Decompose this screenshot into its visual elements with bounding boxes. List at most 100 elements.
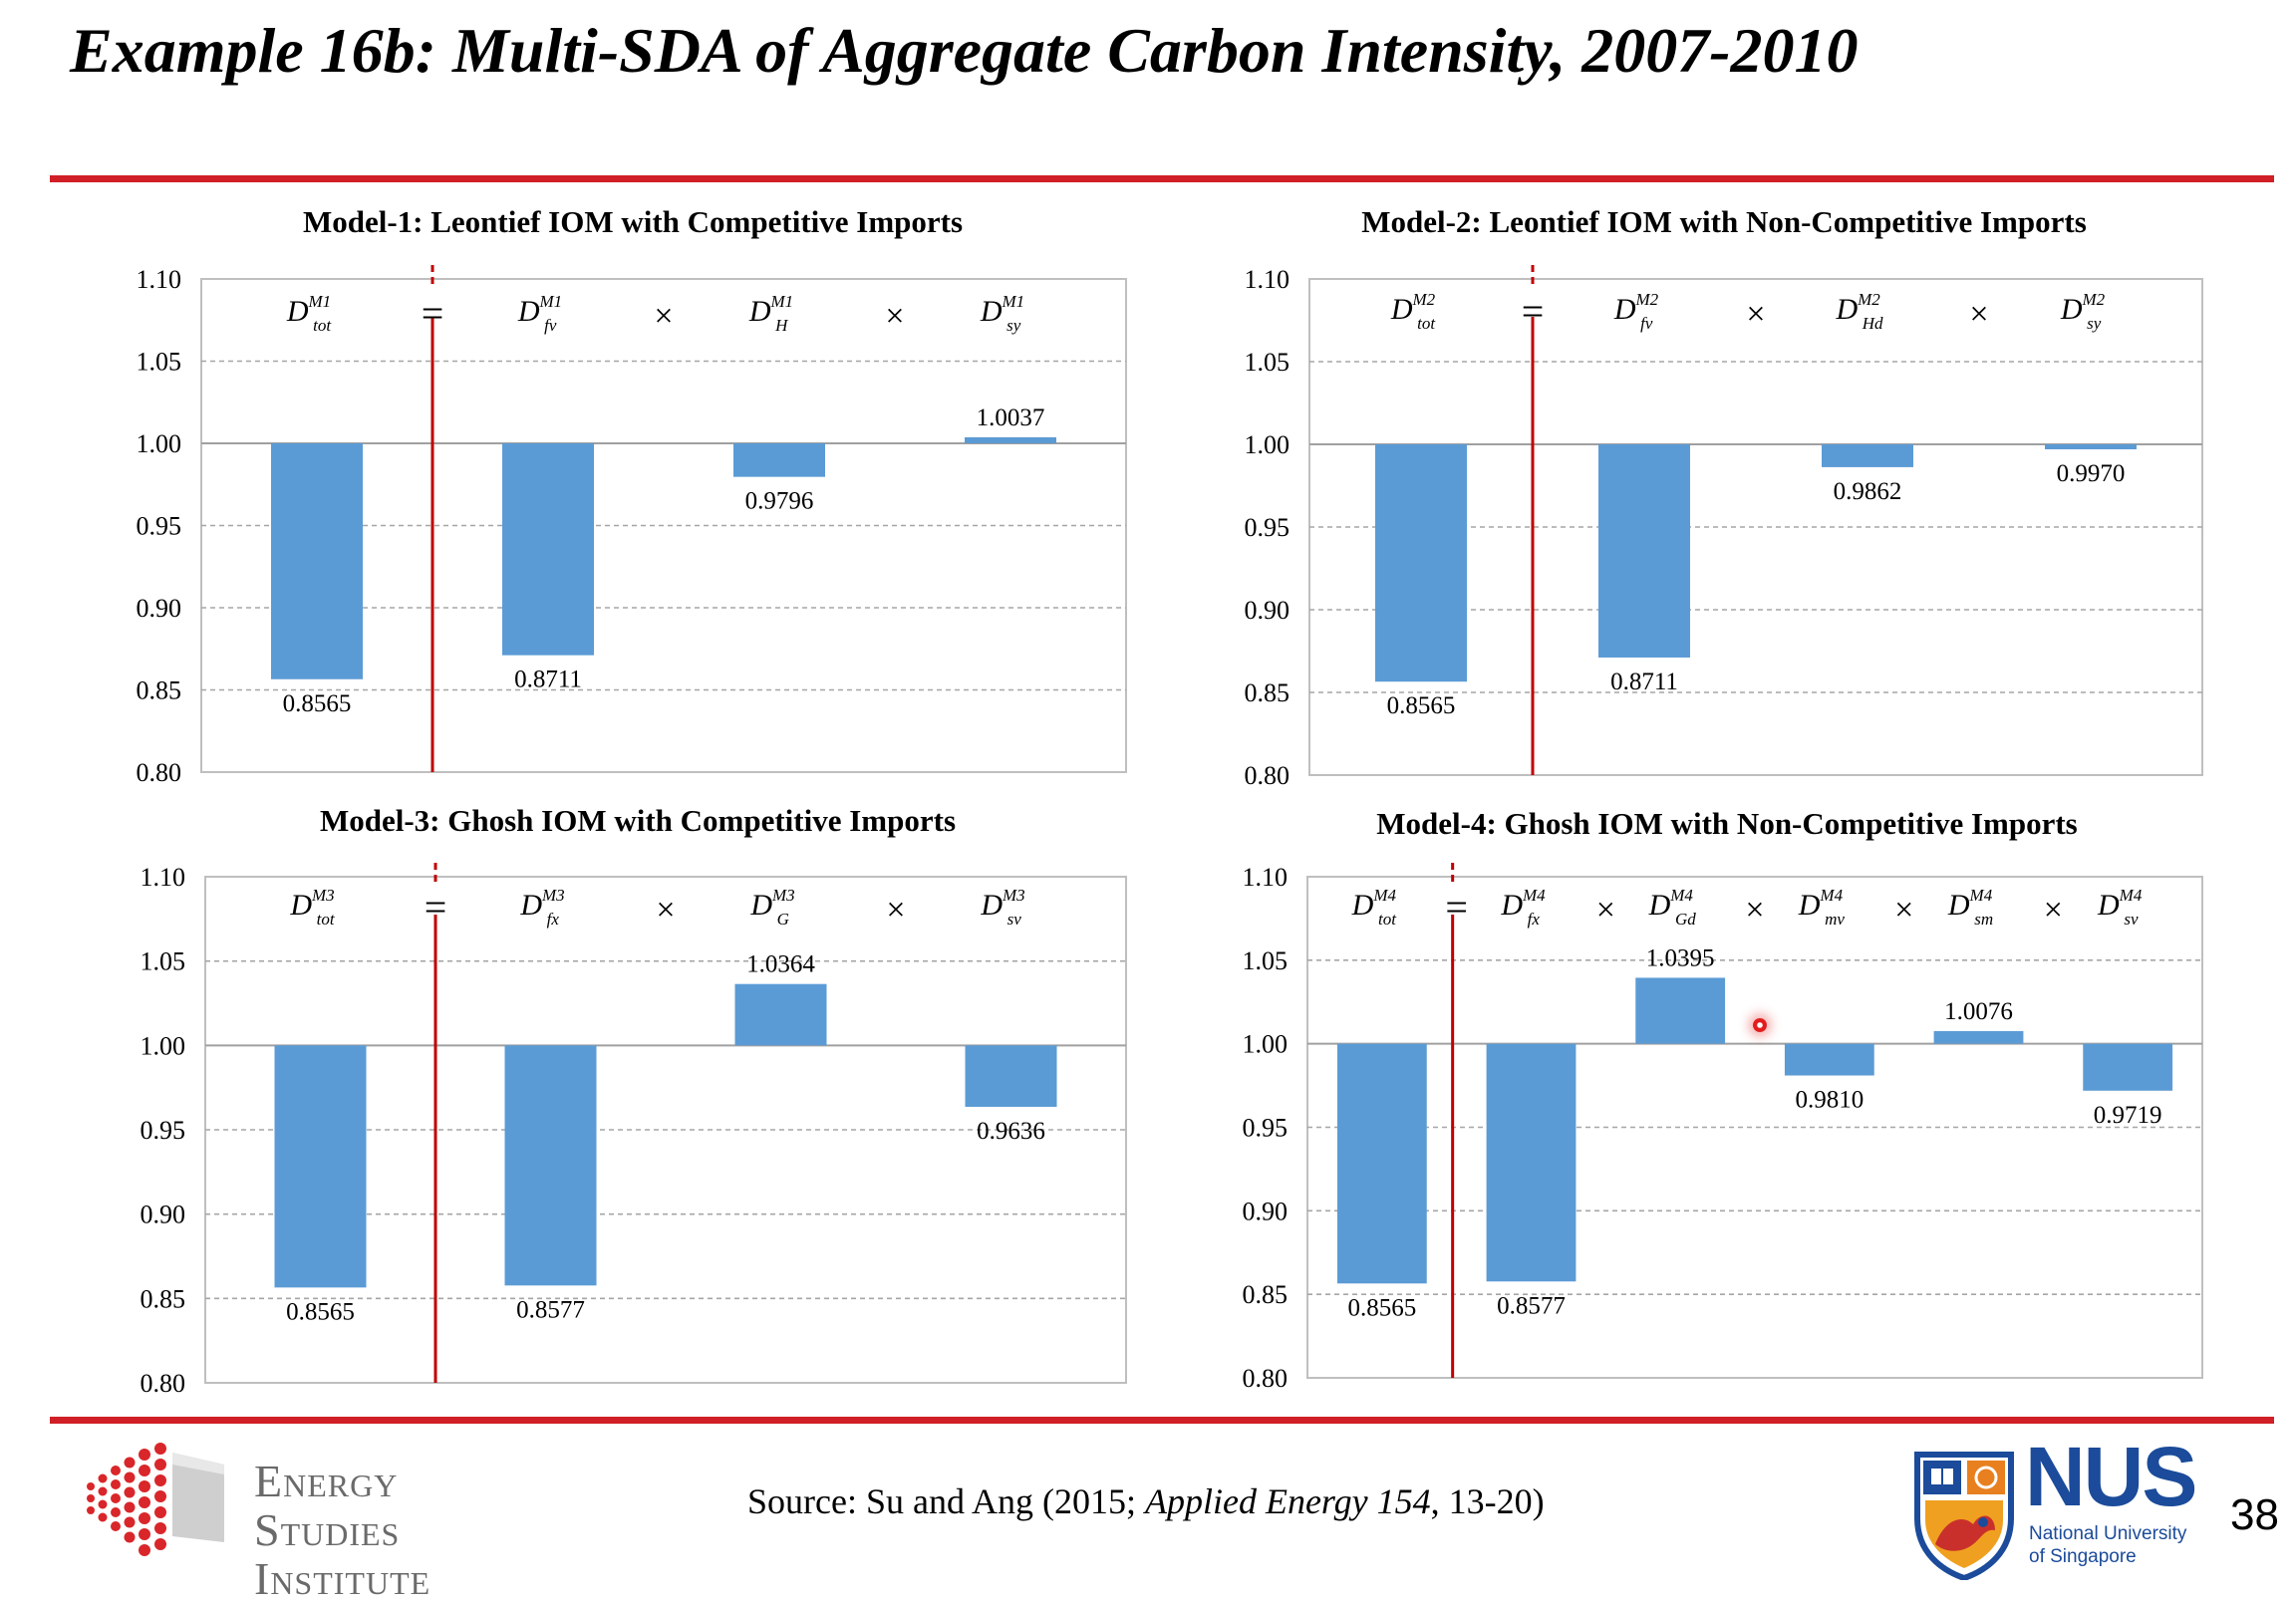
chart-2-title: Model-2: Leontief IOM with Non-Competiti…: [1361, 204, 2087, 239]
esi-line-3: Institute: [254, 1553, 431, 1604]
y-tick-label: 1.05: [137, 348, 182, 377]
y-tick-label: 1.05: [1245, 348, 1291, 377]
y-tick-label: 0.90: [1245, 596, 1291, 625]
nus-sub-line-1: National University: [2029, 1523, 2187, 1544]
y-tick-label: 1.10: [1243, 863, 1289, 892]
times-operator: ×: [1894, 892, 1913, 929]
y-tick-label: 1.10: [137, 265, 182, 294]
esi-line-1: Energy: [254, 1456, 399, 1506]
y-tick-label: 1.00: [1245, 430, 1291, 459]
data-label: 0.8711: [1610, 668, 1678, 695]
bar: [271, 443, 363, 679]
y-tick-label: 0.95: [1245, 513, 1291, 542]
equals-operator: =: [425, 885, 447, 930]
y-tick-label: 0.85: [141, 1284, 186, 1313]
category-symbol: DM1 H: [748, 292, 793, 335]
times-operator: ×: [2044, 892, 2063, 929]
times-operator: ×: [654, 298, 673, 335]
nus-sub-line-2: of Singapore: [2029, 1546, 2137, 1567]
bar: [965, 1045, 1057, 1107]
y-tick-label: 1.00: [1243, 1030, 1289, 1059]
times-operator: ×: [1746, 296, 1765, 333]
y-tick-label: 0.80: [1245, 761, 1291, 790]
data-label: 1.0395: [1646, 944, 1715, 971]
source-suffix: , 13-20): [1430, 1481, 1545, 1521]
category-symbol: DM4 tot: [1351, 886, 1398, 929]
y-tick-label: 0.90: [1243, 1197, 1289, 1225]
equals-operator: =: [1522, 289, 1545, 334]
category-symbol: DM4 fx: [1500, 886, 1546, 929]
category-symbol: DM4 sv: [2097, 886, 2143, 929]
bar: [504, 1045, 597, 1286]
data-label: 0.8577: [1497, 1292, 1566, 1319]
chart-model-2: 1.10 1.05 1.00 0.95 0.90 0.85 0.80 0.8565 DM2 tot…: [1245, 265, 2203, 790]
bar: [1933, 1030, 2024, 1044]
times-operator: ×: [885, 298, 904, 335]
times-operator: ×: [886, 892, 905, 929]
data-label: 1.0364: [746, 951, 815, 978]
nus-crest-icon: [1914, 1452, 2014, 1580]
slide-title: Example 16b: Multi-SDA of Aggregate Carb…: [70, 15, 1859, 86]
bar: [1784, 1043, 1874, 1076]
category-symbol: DM4 Gd: [1648, 886, 1697, 929]
category-symbol: DM3 fx: [519, 886, 564, 929]
bar: [733, 443, 825, 477]
page-number: 38: [2230, 1490, 2279, 1539]
data-label: 0.8577: [516, 1296, 585, 1323]
times-operator: ×: [656, 892, 675, 929]
category-symbol: DM1 tot: [286, 292, 333, 335]
data-label: 0.8565: [286, 1298, 355, 1325]
equals-operator: =: [1445, 885, 1468, 930]
bar: [1375, 444, 1467, 682]
source-journal: Applied Energy 154: [1144, 1481, 1431, 1521]
times-operator: ×: [1745, 892, 1764, 929]
bar: [2045, 444, 2137, 449]
data-label: 0.8565: [1347, 1294, 1416, 1321]
data-label: 1.0076: [1944, 998, 2013, 1025]
bar: [502, 443, 594, 656]
bar: [1635, 977, 1726, 1044]
chart-1-title: Model-1: Leontief IOM with Competitive I…: [302, 204, 964, 239]
chart-model-1: 1.10 1.05 1.00 0.95 0.90 0.85 0.80 0.8565 DM1 tot…: [137, 265, 1127, 787]
data-label: 0.9810: [1795, 1087, 1864, 1114]
bar: [2083, 1043, 2173, 1091]
category-symbol: DM1 sy: [980, 292, 1024, 335]
y-tick-label: 0.95: [141, 1116, 186, 1145]
category-symbol: DM2 sy: [2060, 290, 2106, 333]
y-tick-label: 0.85: [137, 676, 182, 705]
data-label: 0.9636: [977, 1118, 1045, 1145]
y-tick-label: 0.95: [137, 512, 182, 541]
bar: [1822, 444, 1913, 467]
cursor-indicator: [1753, 1018, 1767, 1032]
category-symbol: DM3 G: [749, 886, 794, 929]
bar: [734, 983, 827, 1046]
data-label: 0.9796: [745, 488, 814, 515]
y-tick-label: 1.10: [141, 863, 186, 892]
y-tick-label: 0.80: [137, 758, 182, 787]
y-tick-label: 0.85: [1245, 678, 1291, 707]
data-label: 0.9970: [2057, 460, 2126, 487]
y-tick-label: 1.05: [141, 947, 186, 976]
data-label: 0.8565: [283, 690, 352, 717]
times-operator: ×: [1596, 892, 1615, 929]
bar: [274, 1045, 367, 1288]
data-label: 0.8711: [514, 667, 582, 693]
nus-wordmark: NUS: [2025, 1430, 2197, 1523]
category-symbol: DM4 sm: [1947, 886, 1993, 929]
y-tick-label: 0.95: [1243, 1114, 1289, 1143]
y-tick-label: 1.05: [1243, 946, 1289, 975]
bar: [1598, 444, 1690, 658]
chart-3-title: Model-3: Ghosh IOM with Competitive Impo…: [319, 803, 957, 838]
source-prefix: Source: Su and Ang (2015;: [747, 1481, 1145, 1521]
chart-model-3: 1.10 1.05 1.00 0.95 0.90 0.85 0.80 0.8565 DM3 tot…: [141, 863, 1127, 1398]
category-symbol: DM4 mv: [1798, 886, 1846, 929]
y-tick-label: 0.90: [137, 594, 182, 623]
esi-logo-icon: [87, 1443, 224, 1556]
top-red-rule: [50, 175, 2274, 182]
bar: [1336, 1043, 1427, 1284]
chart-model-4: 1.10 1.05 1.00 0.95 0.90 0.85 0.80 0.8565 DM4 tot…: [1243, 863, 2203, 1393]
esi-logo-text: Energy Studies Institute: [254, 1457, 430, 1603]
source-citation: Source: Su and Ang (2015; Applied Energy…: [747, 1480, 1545, 1522]
bar: [1486, 1043, 1577, 1282]
bar: [965, 436, 1056, 443]
